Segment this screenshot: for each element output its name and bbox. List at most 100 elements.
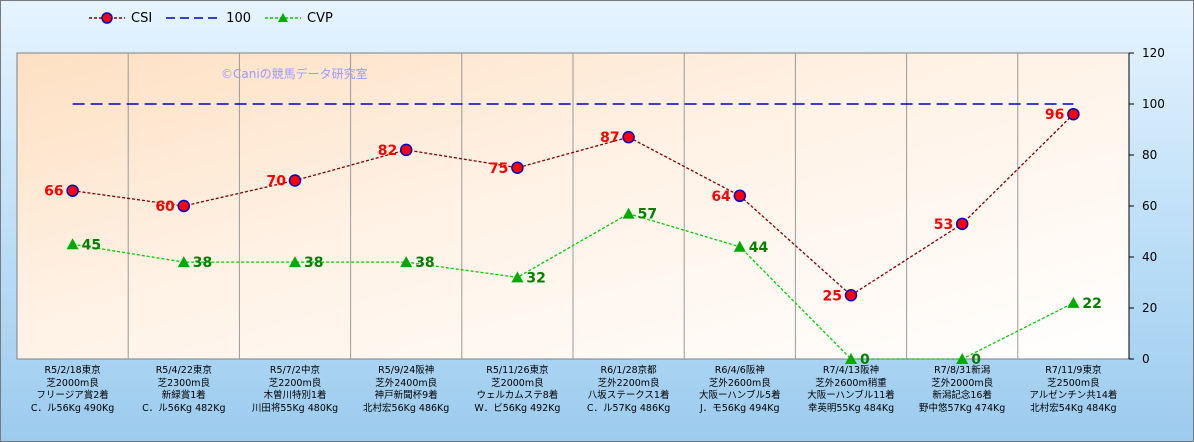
x-tick-label-line: W．ビ56Kg 492Kg — [474, 402, 561, 414]
watermark: ©Caniの競馬データ研究室 — [221, 66, 368, 81]
legend-swatch-cvp — [265, 13, 301, 22]
x-tick-label-line: ウェルカムステ8着 — [476, 390, 559, 402]
x-tick-label-line: 新潟記念16着 — [932, 390, 992, 402]
series-cvp-line — [72, 212, 1074, 360]
legend: CSI 100 CVP — [89, 7, 333, 29]
cvp-data-label: 32 — [526, 270, 545, 286]
cvp-data-label: 22 — [1082, 296, 1101, 312]
x-tick-label: R7/11/9東京 芝2500m良 アルゼンチン共14着 北村宏54Kg 484Kg — [1018, 365, 1128, 415]
x-tick-label-line: R6/1/28京都 — [600, 365, 657, 376]
x-tick-label-line: 八坂ステークス1着 — [587, 390, 670, 402]
x-tick-label-line: R5/11/26東京 — [486, 365, 549, 376]
cvp-point — [1067, 296, 1080, 308]
x-tick-label-line: R7/8/31新潟 — [934, 365, 991, 376]
x-tick-label-line: R5/4/22東京 — [155, 365, 212, 376]
x-tick-label-line: 芝2000m良 — [491, 377, 544, 389]
x-tick-label: R5/7/2中京 芝2200m良 木曽川特別1着 川田将55Kg 480Kg — [240, 365, 350, 415]
csi-data-label: 82 — [378, 143, 397, 159]
x-tick-label-line: C．ル57Kg 486Kg — [586, 402, 671, 414]
x-tick-label-line: 大阪ーハンブル11着 — [807, 390, 895, 402]
x-tick-label: R5/11/26東京 芝2000m良 ウェルカムステ8着 W．ビ56Kg 492Kg — [462, 365, 572, 415]
x-tick-label-line: 芝2300m良 — [157, 377, 211, 389]
cvp-data-label: 57 — [638, 207, 657, 223]
y-tick-label: 60 — [1142, 199, 1157, 213]
cvp-point — [511, 271, 524, 283]
x-tick-label-line: 芝2500m良 — [1047, 377, 1100, 389]
x-tick-label-line: R5/9/24阪神 — [378, 365, 435, 376]
csi-data-label: 87 — [600, 130, 619, 146]
cvp-data-label: 0 — [860, 352, 870, 368]
x-tick-label-line: R7/11/9東京 — [1045, 365, 1102, 376]
cvp-data-label: 38 — [415, 255, 434, 271]
x-tick-label-line: 芝外2400m良 — [375, 377, 438, 389]
cvp-point — [400, 256, 413, 268]
x-tick-label-line: 芝2200m良 — [268, 377, 322, 389]
cvp-data-label: 45 — [82, 237, 101, 253]
x-tick-label-line: R5/7/2中京 — [269, 365, 321, 376]
csi-point — [955, 217, 969, 231]
x-tick-label-line: アルゼンチン共14着 — [1029, 390, 1118, 402]
cvp-data-label: 0 — [971, 352, 981, 368]
cvp-point — [956, 353, 969, 364]
x-tick-label-line: 神戸新聞杯9着 — [374, 390, 438, 402]
x-tick-label-line: J．モ56Kg 494Kg — [700, 402, 780, 414]
x-tick-label-line: 木曽川特別1着 — [263, 390, 327, 402]
csi-data-label: 66 — [44, 184, 63, 200]
x-tick-label-line: 新緑賞1着 — [161, 390, 206, 402]
cvp-data-label: 38 — [304, 255, 323, 271]
x-tick-label-line: R6/4/6阪神 — [714, 365, 765, 376]
cvp-point — [622, 207, 635, 219]
csi-point — [844, 289, 858, 302]
y-tick-label: 80 — [1142, 148, 1157, 162]
csi-data-label: 70 — [267, 174, 287, 190]
cvp-data-label: 38 — [193, 255, 212, 271]
y-tick-label: 100 — [1142, 97, 1165, 111]
csi-data-label: 25 — [823, 288, 842, 304]
csi-data-label: 53 — [934, 217, 953, 233]
legend-item-cvp: CVP — [265, 11, 333, 26]
x-tick-label: R5/4/22東京 芝2300m良 新緑賞1着 C．ル56Kg 482Kg — [129, 365, 239, 415]
cvp-point — [289, 256, 301, 268]
x-tick-label-line: R7/4/13阪神 — [822, 365, 880, 376]
x-tick-label: R5/9/24阪神 芝外2400m良 神戸新聞杯9着 北村宏56Kg 486Kg — [351, 365, 461, 415]
legend-swatch-csi — [89, 12, 125, 24]
x-tick-label-line: 芝2000m良 — [46, 377, 99, 389]
cvp-point — [66, 238, 79, 250]
x-tick-label-line: C．ル56Kg 490Kg — [30, 402, 115, 414]
y-tick-label: 20 — [1142, 301, 1157, 315]
x-tick-label-line: フリージア賞2着 — [36, 390, 109, 402]
cvp-data-label: 44 — [749, 240, 769, 256]
csi-point — [1067, 107, 1080, 121]
x-tick-label: R6/1/28京都 芝外2200m良 八坂ステークス1着 C．ル57Kg 486Kg — [574, 365, 684, 415]
legend-label-100: 100 — [226, 10, 251, 26]
y-tick-label: 0 — [1142, 352, 1150, 366]
x-tick-label-line: C．ル56Kg 482Kg — [142, 402, 226, 414]
csi-point — [288, 174, 302, 187]
series-csi-line — [72, 113, 1074, 297]
legend-swatch-100 — [166, 17, 221, 19]
csi-point — [511, 161, 524, 174]
csi-data-label: 96 — [1045, 107, 1064, 123]
legend-label-cvp: CVP — [307, 10, 333, 26]
x-tick-label-line: R5/2/18東京 — [44, 365, 101, 376]
csi-point — [177, 199, 191, 213]
legend-label-csi: CSI — [131, 10, 153, 26]
x-tick-label-line: 川田将55Kg 480Kg — [251, 402, 339, 414]
x-tick-label: R7/4/13阪神 芝外2600m稍重 大阪ーハンブル11着 幸英明55Kg 484K… — [796, 365, 906, 415]
csi-data-label: 60 — [155, 199, 175, 215]
y-tick-label: 120 — [1142, 46, 1165, 60]
x-tick-label-line: 芝外2600m良 — [708, 377, 771, 389]
csi-point — [733, 189, 747, 203]
y-tick-label: 40 — [1142, 250, 1157, 264]
csi-data-label: 64 — [711, 189, 731, 205]
x-tick-label-line: 芝外2200m良 — [597, 377, 660, 389]
csi-point — [399, 143, 413, 157]
x-tick-label: R7/8/31新潟 芝外2000m良 新潟記念16着 野中悠57Kg 474Kg — [907, 365, 1017, 415]
cvp-point — [177, 256, 190, 268]
x-tick-label-line: 大阪ーハンブル5着 — [699, 390, 781, 402]
cvp-point — [733, 240, 746, 252]
x-tick-label-line: 芝外2600m稍重 — [815, 377, 887, 389]
x-tick-label: R6/4/6阪神 芝外2600m良 大阪ーハンブル5着 J．モ56Kg 494Kg — [685, 365, 795, 415]
